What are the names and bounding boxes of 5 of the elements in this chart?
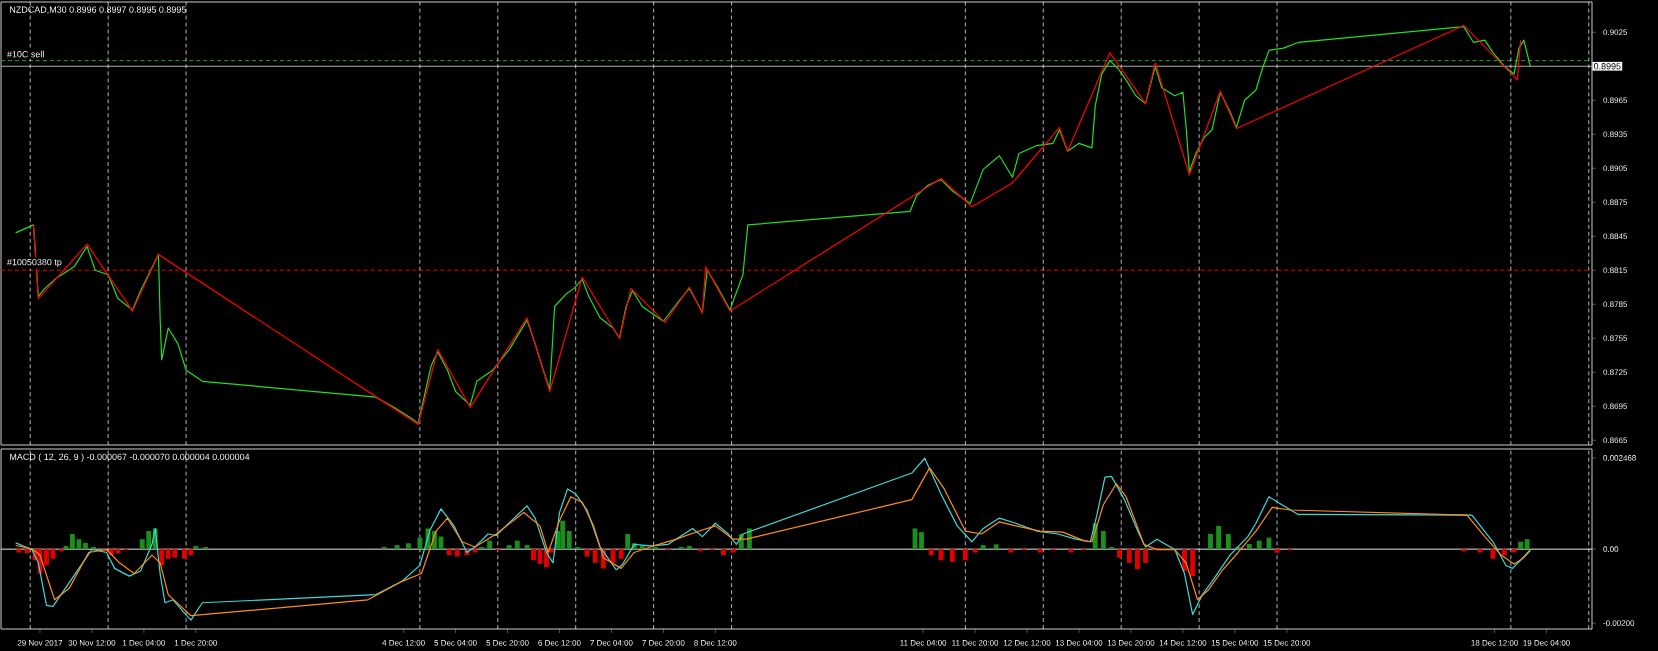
ref-line-label: 0.8995 xyxy=(1593,63,1621,70)
chart-title: NZDCAD,M30 0.8996 0.8997 0.8995 0.8995 xyxy=(10,6,186,14)
ref-line-label: #10050380 tp xyxy=(7,258,62,268)
chart-title: MACD ( 12, 26, 9 ) -0.000067 -0.000070 0.000004 0.000004 xyxy=(10,453,250,462)
ref-line-label: #10C sell xyxy=(7,50,44,58)
